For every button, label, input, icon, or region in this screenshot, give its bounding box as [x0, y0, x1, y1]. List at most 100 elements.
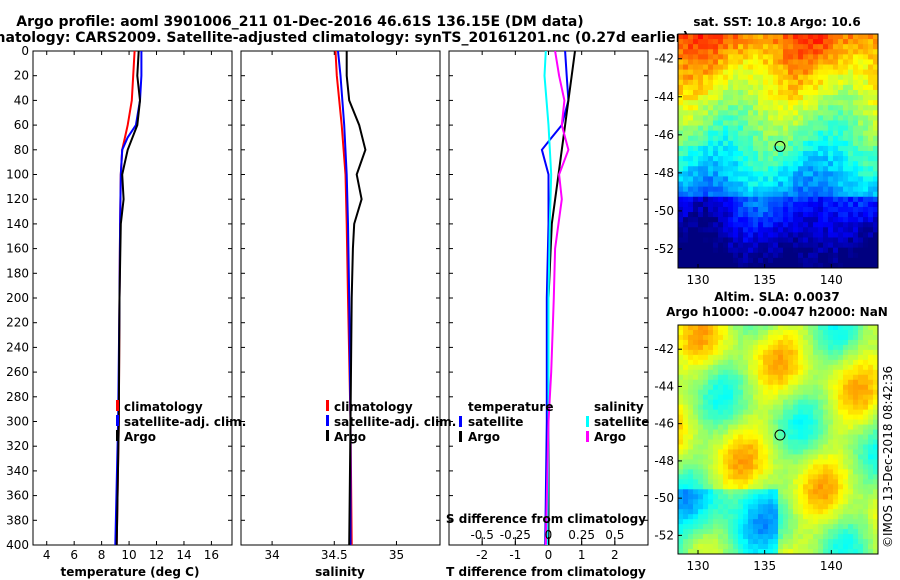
- heatmap-cell: [763, 494, 769, 500]
- heatmap-cell: [753, 409, 759, 416]
- heatmap-cell: [813, 534, 819, 540]
- heatmap-cell: [873, 439, 879, 445]
- heatmap-cell: [833, 459, 839, 465]
- heatmap-cell: [678, 409, 684, 416]
- heatmap-cell: [863, 359, 869, 366]
- heatmap-cell: [793, 140, 799, 147]
- heatmap-cell: [758, 110, 764, 116]
- heatmap-cell: [738, 105, 744, 111]
- heatmap-cell: [723, 232, 729, 238]
- heatmap-cell: [778, 509, 784, 515]
- heatmap-cell: [748, 69, 754, 76]
- heatmap-cell: [753, 379, 759, 386]
- heatmap-cell: [768, 389, 774, 396]
- heatmap-cell: [808, 334, 814, 341]
- heatmap-cell: [703, 459, 709, 465]
- heatmap-cell: [718, 156, 724, 162]
- heatmap-cell: [728, 534, 734, 540]
- heatmap-cell: [863, 414, 869, 420]
- heatmap-cell: [738, 544, 744, 550]
- heatmap-cell: [753, 84, 759, 91]
- heatmap-cell: [743, 384, 749, 391]
- heatmap-cell: [843, 329, 849, 336]
- salinity-depth-ticks: [241, 50, 440, 546]
- heatmap-cell: [733, 369, 739, 376]
- heatmap-cell: [773, 247, 779, 254]
- x-tick-label: 10: [121, 548, 136, 562]
- heatmap-cell: [838, 454, 844, 460]
- y-tick-label: 20: [14, 69, 29, 83]
- heatmap-cell: [738, 344, 744, 351]
- heatmap-cell: [808, 135, 814, 142]
- heatmap-cell: [688, 334, 694, 341]
- heatmap-cell: [848, 419, 854, 425]
- heatmap-cell: [778, 237, 784, 243]
- s-tick-label: 0.25: [568, 528, 595, 542]
- heatmap-cell: [823, 100, 829, 106]
- heatmap-cell: [688, 125, 694, 132]
- heatmap-cell: [858, 429, 864, 435]
- heatmap-cell: [793, 212, 799, 218]
- heatmap-cell: [738, 110, 744, 116]
- heatmap-cell: [808, 359, 814, 366]
- heatmap-cell: [868, 449, 874, 455]
- heatmap-cell: [843, 459, 849, 465]
- heatmap-cell: [868, 156, 874, 162]
- x-tick-label: 1: [578, 548, 586, 562]
- heatmap-cell: [828, 181, 834, 188]
- heatmap-cell: [678, 349, 684, 356]
- heatmap-cell: [813, 191, 819, 198]
- heatmap-cell: [763, 544, 769, 550]
- heatmap-cell: [688, 379, 694, 386]
- heatmap-cell: [738, 364, 744, 371]
- heatmap-cell: [848, 369, 854, 376]
- heatmap-cell: [803, 84, 809, 91]
- heatmap-cell: [848, 539, 854, 545]
- heatmap-cell: [823, 409, 829, 416]
- heatmap-cell: [753, 524, 759, 530]
- heatmap-cell: [848, 454, 854, 460]
- heatmap-cell: [773, 514, 779, 520]
- heatmap-cell: [723, 479, 729, 485]
- heatmap-cell: [868, 201, 874, 208]
- heatmap-cell: [683, 339, 689, 346]
- heatmap-cell: [743, 404, 749, 411]
- heatmap-cell: [873, 161, 879, 167]
- heatmap-cell: [798, 49, 804, 55]
- heatmap-cell: [698, 394, 704, 401]
- heatmap-cell: [818, 379, 824, 386]
- heatmap-cell: [823, 135, 829, 142]
- heatmap-cell: [713, 257, 719, 264]
- heatmap-cell: [723, 156, 729, 162]
- heatmap-cell: [823, 176, 829, 182]
- heatmap-cell: [843, 120, 849, 126]
- y-tick-label: 260: [6, 365, 29, 379]
- heatmap-cell: [698, 135, 704, 142]
- heatmap-cell: [848, 524, 854, 530]
- heatmap-cell: [843, 494, 849, 500]
- heatmap-cell: [803, 474, 809, 480]
- heatmap-cell: [808, 222, 814, 228]
- heatmap-cell: [728, 34, 734, 40]
- heatmap-cell: [798, 529, 804, 535]
- heatmap-cell: [743, 166, 749, 172]
- heatmap-cell: [738, 171, 744, 177]
- heatmap-cell: [708, 181, 714, 188]
- heatmap-cell: [853, 499, 859, 505]
- heatmap-cell: [738, 206, 744, 213]
- heatmap-cell: [778, 489, 784, 495]
- heatmap-cell: [698, 534, 704, 540]
- heatmap-cell: [843, 44, 849, 50]
- heatmap-cell: [723, 339, 729, 346]
- heatmap-cell: [758, 349, 764, 356]
- heatmap-cell: [693, 176, 699, 182]
- heatmap-cell: [768, 100, 774, 106]
- heatmap-cell: [678, 217, 684, 223]
- heatmap-cell: [718, 222, 724, 228]
- heatmap-cell: [863, 69, 869, 76]
- heatmap-cell: [688, 191, 694, 198]
- heatmap-cell: [748, 145, 754, 152]
- heatmap-cell: [813, 449, 819, 455]
- heatmap-cell: [798, 181, 804, 188]
- heatmap-cell: [783, 419, 789, 425]
